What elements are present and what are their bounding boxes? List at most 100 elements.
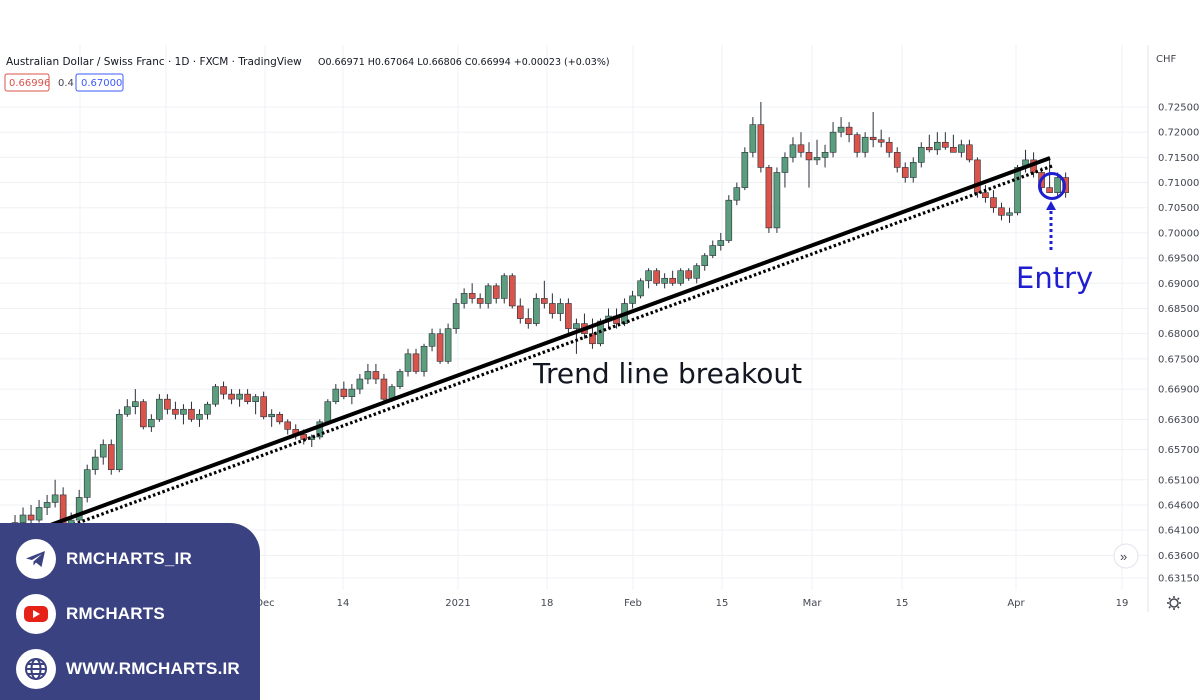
candle-body-down	[998, 207, 1005, 216]
candle-body-up	[701, 255, 709, 266]
x-tick-label: 18	[541, 598, 554, 609]
candle	[974, 157, 981, 198]
candle	[589, 318, 596, 349]
candle-body-up	[741, 152, 749, 188]
candle-body-down	[284, 421, 292, 430]
y-tick-label: 0.65700	[1158, 445, 1199, 456]
candle-body-down	[516, 305, 524, 319]
candle-body-up	[934, 141, 941, 151]
candle	[276, 411, 283, 425]
scroll-to-latest-button[interactable]: »	[1113, 543, 1139, 569]
candle	[541, 280, 548, 309]
candle-body-up	[316, 421, 324, 438]
candle-body-up	[829, 131, 837, 153]
candle-body-up	[396, 371, 404, 387]
candle	[492, 283, 500, 304]
candle-body-down	[565, 303, 572, 329]
candle	[244, 389, 251, 405]
candle-body-up	[204, 403, 211, 415]
candle-body-down	[990, 197, 997, 209]
candle-body-up	[132, 401, 139, 408]
y-tick-label: 0.70500	[1158, 203, 1199, 214]
telegram-icon[interactable]	[16, 539, 56, 579]
candle	[1014, 164, 1021, 216]
candle-body-up	[533, 298, 540, 324]
candle	[27, 504, 35, 526]
trend-line-solid	[44, 156, 1051, 529]
candle	[340, 381, 348, 400]
candle-body-down	[757, 124, 765, 168]
candle-body-down	[276, 413, 283, 423]
candle-body-up	[1006, 212, 1013, 216]
candle	[733, 182, 741, 206]
candle	[404, 348, 412, 377]
candle-body-down	[950, 146, 957, 153]
candle-body-down	[164, 398, 171, 410]
candle-body-up	[75, 497, 83, 521]
candle	[500, 273, 508, 304]
candle	[789, 137, 797, 163]
candle-body-up	[332, 388, 340, 402]
candle-body-up	[124, 406, 131, 415]
social-link-telegram[interactable]: RMCHARTS_IR	[16, 539, 192, 579]
candle-body-up	[725, 199, 733, 241]
candle-body-up	[115, 413, 123, 470]
candle	[669, 270, 676, 286]
social-link-website[interactable]: WWW.RMCHARTS.IR	[16, 649, 240, 689]
candle-body-up	[637, 280, 644, 297]
candle	[901, 162, 909, 183]
y-tick-label: 0.69000	[1158, 279, 1199, 290]
candle-body-down	[869, 136, 877, 141]
candle	[934, 132, 941, 155]
candle-body-down	[1046, 187, 1053, 193]
settings-gear-icon[interactable]	[1167, 596, 1181, 610]
x-tick-label: Apr	[1007, 598, 1025, 609]
candle-body-up	[420, 345, 428, 372]
bid-badge[interactable]: 0.66996	[4, 73, 50, 92]
candle	[909, 157, 917, 183]
candle-body-up	[268, 413, 275, 418]
candle-body-up	[677, 270, 684, 284]
ask-badge[interactable]: 0.67000	[75, 73, 124, 92]
candle-body-down	[797, 144, 805, 153]
candle-body-down	[492, 285, 500, 299]
candle-body-up	[749, 124, 757, 153]
youtube-icon[interactable]	[16, 594, 56, 634]
candle-body-down	[340, 388, 348, 397]
candle	[685, 268, 693, 281]
candle-body-down	[549, 303, 556, 314]
candle	[998, 202, 1005, 221]
candle	[629, 290, 636, 309]
y-tick-label: 0.66300	[1158, 415, 1199, 426]
candle	[412, 348, 420, 374]
candle-body-up	[148, 419, 155, 428]
candle	[332, 384, 340, 405]
globe-icon[interactable]	[16, 649, 56, 689]
candle	[741, 147, 749, 191]
ohlc-values: O0.66971 H0.67064 L0.66806 C0.66994 +0.0…	[318, 57, 610, 68]
candle-body-down	[372, 371, 380, 380]
youtube-label: RMCHARTS	[66, 604, 165, 623]
candle	[749, 117, 757, 158]
candle-body-down	[765, 167, 773, 229]
candle	[148, 414, 155, 432]
candle	[348, 384, 356, 405]
candle-body-up	[364, 371, 372, 380]
candle-body-down	[885, 141, 893, 153]
candle	[236, 389, 243, 407]
candle	[773, 167, 781, 233]
price-axis[interactable]: 0.72500 0.72000 0.71500 0.71000 0.70500 0.700…	[1158, 103, 1199, 585]
candle-body-down	[228, 393, 235, 400]
y-tick-label: 0.65100	[1158, 475, 1199, 486]
candle	[693, 263, 701, 284]
candle	[942, 132, 949, 150]
y-tick-label: 0.63600	[1158, 551, 1199, 562]
candle-body-up	[428, 333, 436, 347]
y-tick-label: 0.70000	[1158, 228, 1199, 239]
social-link-youtube[interactable]: RMCHARTS	[16, 594, 165, 634]
y-tick-label: 0.71000	[1158, 178, 1199, 189]
chart-title: Australian Dollar / Swiss Franc · 1D · F…	[6, 56, 302, 68]
candle	[444, 323, 452, 364]
y-tick-label: 0.72000	[1158, 128, 1199, 139]
